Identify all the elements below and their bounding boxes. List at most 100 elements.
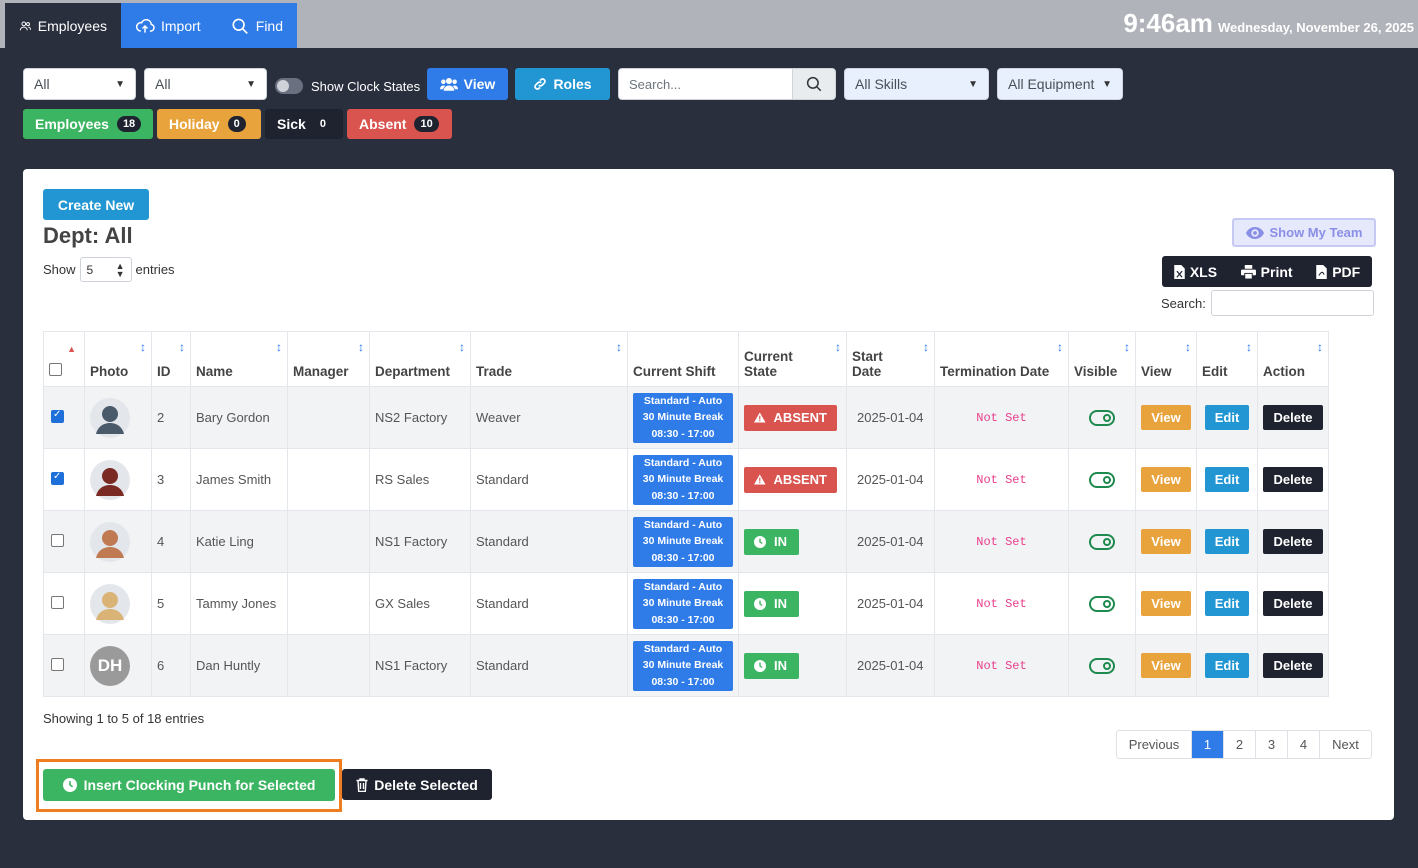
xls-button[interactable]: XLS xyxy=(1174,264,1217,280)
page-length-select[interactable]: 5 ▲ ▼ xyxy=(79,257,132,282)
create-new-button[interactable]: Create New xyxy=(43,189,149,220)
skills-select[interactable]: All Skills ▼ xyxy=(844,68,989,100)
person-photo-icon xyxy=(90,459,130,500)
col-termination-date[interactable]: ↕ Termination Date xyxy=(934,331,1069,387)
row-checkbox[interactable] xyxy=(51,595,64,609)
col-photo[interactable]: ↕ Photo xyxy=(84,331,152,387)
pager-page-2[interactable]: 2 xyxy=(1223,731,1255,758)
show-my-team-button[interactable]: Show My Team xyxy=(1232,218,1376,247)
shift-name: Standard - Auto xyxy=(643,642,723,655)
visible-toggle[interactable] xyxy=(1089,409,1115,426)
col-visible[interactable]: ↕ Visible xyxy=(1068,331,1136,387)
view-button[interactable]: View xyxy=(427,68,508,100)
entries-label: entries xyxy=(135,262,175,277)
row-edit-button[interactable]: Edit xyxy=(1205,653,1249,678)
trade-cell: Standard xyxy=(470,448,628,511)
visible-toggle[interactable] xyxy=(1089,533,1115,550)
col-current-shift-label: Current Shift xyxy=(633,364,716,379)
shift-badge: Standard - Auto 30 Minute Break 08:30 - 17… xyxy=(633,578,733,629)
row-edit-button[interactable]: Edit xyxy=(1205,591,1249,616)
filter-select-2[interactable]: All ▼ xyxy=(144,68,267,100)
col-start-date[interactable]: ↕ Start Date xyxy=(846,331,935,387)
col-edit-label: Edit xyxy=(1202,364,1228,379)
search-input[interactable]: Search... xyxy=(618,68,793,100)
nav-employees-tab[interactable]: Employees xyxy=(5,3,121,48)
delete-selected-button[interactable]: Delete Selected xyxy=(342,769,492,800)
select-all-checkbox[interactable] xyxy=(49,363,62,376)
row-view-button[interactable]: View xyxy=(1141,529,1191,554)
status-label: IN xyxy=(774,534,787,549)
col-view[interactable]: ↕ View xyxy=(1135,331,1197,387)
employees-count-button[interactable]: Employees 18 xyxy=(23,109,153,139)
start-date-cell: 2025-01-04 xyxy=(846,510,935,573)
trade-cell: Standard xyxy=(470,510,628,573)
absent-count-button[interactable]: Absent 10 xyxy=(347,109,452,139)
row-view-button[interactable]: View xyxy=(1141,653,1191,678)
show-label: Show xyxy=(43,262,76,277)
row-delete-button[interactable]: Delete xyxy=(1263,467,1323,492)
pager-page-4[interactable]: 4 xyxy=(1287,731,1319,758)
row-delete-button[interactable]: Delete xyxy=(1263,529,1323,554)
print-button[interactable]: Print xyxy=(1240,264,1293,280)
shift-badge: Standard - Auto 30 Minute Break 08:30 - 17… xyxy=(633,454,733,505)
pager-previous[interactable]: Previous xyxy=(1128,737,1180,752)
pager-next[interactable]: Next xyxy=(1319,731,1371,758)
row-delete-button[interactable]: Delete xyxy=(1263,653,1323,678)
row-checkbox[interactable] xyxy=(51,533,64,547)
nav-import-tab[interactable]: Import xyxy=(121,3,216,48)
id-cell: 6 xyxy=(151,634,191,697)
row-delete-button[interactable]: Delete xyxy=(1263,405,1323,430)
col-name-label: Name xyxy=(196,364,233,379)
state-cell: IN xyxy=(738,634,847,697)
pdf-button[interactable]: PDF xyxy=(1316,264,1360,280)
sort-icon: ↕ xyxy=(276,340,282,354)
row-edit-button[interactable]: Edit xyxy=(1205,405,1249,430)
toggle-switch[interactable] xyxy=(275,78,303,94)
col-manager[interactable]: ↕ Manager xyxy=(287,331,370,387)
row-view-button[interactable]: View xyxy=(1141,405,1191,430)
row-edit-button[interactable]: Edit xyxy=(1205,467,1249,492)
pager-page-1[interactable]: 1 xyxy=(1191,731,1223,758)
col-trade[interactable]: ↕ Trade xyxy=(470,331,628,387)
row-checkbox[interactable] xyxy=(51,657,64,671)
search-button[interactable] xyxy=(792,68,836,100)
id-cell: 4 xyxy=(151,510,191,573)
col-edit[interactable]: ↕ Edit xyxy=(1196,331,1258,387)
col-department[interactable]: ↕ Department xyxy=(369,331,471,387)
visible-toggle[interactable] xyxy=(1089,471,1115,488)
row-view-button[interactable]: View xyxy=(1141,591,1191,616)
select-cell xyxy=(43,386,85,449)
visible-toggle[interactable] xyxy=(1089,595,1115,612)
pager-page-3[interactable]: 3 xyxy=(1255,731,1287,758)
insert-clocking-punch-button[interactable]: Insert Clocking Punch for Selected xyxy=(43,769,335,801)
select-cell xyxy=(43,634,85,697)
visible-toggle[interactable] xyxy=(1089,657,1115,674)
nav-find-tab[interactable]: Find xyxy=(216,3,297,48)
row-edit-button[interactable]: Edit xyxy=(1205,529,1249,554)
equipment-select[interactable]: All Equipment ▼ xyxy=(997,68,1123,100)
status-badge: IN xyxy=(744,590,799,617)
row-view-button[interactable]: View xyxy=(1141,467,1191,492)
row-checkbox[interactable] xyxy=(51,471,64,485)
name-cell: Katie Ling xyxy=(190,510,288,573)
shift-break: 30 Minute Break xyxy=(642,597,724,609)
col-id[interactable]: ↕ ID xyxy=(151,331,191,387)
filter-select-1[interactable]: All ▼ xyxy=(23,68,136,100)
col-termination-date-label: Termination Date xyxy=(940,364,1050,379)
col-action[interactable]: ↕ Action xyxy=(1257,331,1329,387)
roles-button[interactable]: Roles xyxy=(515,68,610,100)
action-cell: Delete xyxy=(1257,386,1329,449)
col-name[interactable]: ↕ Name xyxy=(190,331,288,387)
table-search-input[interactable] xyxy=(1210,290,1374,316)
row-delete-button[interactable]: Delete xyxy=(1263,591,1323,616)
show-clock-states-toggle[interactable]: Show Clock States xyxy=(275,78,420,94)
col-current-state[interactable]: ↕ Current State xyxy=(738,331,847,387)
shift-break: 30 Minute Break xyxy=(642,535,724,547)
sick-count-button[interactable]: Sick 0 xyxy=(265,109,343,139)
filter-select-2-value: All xyxy=(155,76,171,92)
holiday-count-button[interactable]: Holiday 0 xyxy=(157,109,261,139)
manager-cell xyxy=(287,572,370,635)
sort-asc-icon[interactable]: ▲ xyxy=(67,344,76,354)
col-current-state-label-2: State xyxy=(744,364,778,379)
row-checkbox[interactable] xyxy=(51,409,64,423)
